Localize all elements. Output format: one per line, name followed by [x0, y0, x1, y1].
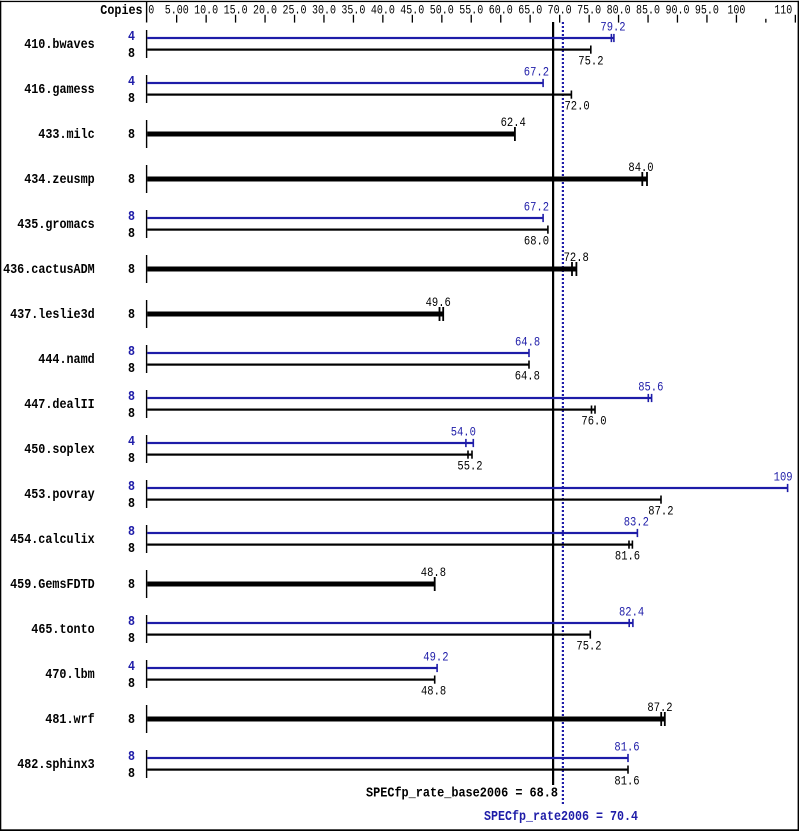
svg-text:20.0: 20.0 — [253, 2, 277, 17]
svg-text:8: 8 — [128, 615, 135, 630]
svg-text:81.6: 81.6 — [614, 773, 639, 788]
svg-text:72.0: 72.0 — [565, 98, 590, 113]
svg-text:87.2: 87.2 — [647, 700, 672, 715]
svg-text:8: 8 — [128, 345, 135, 360]
svg-text:83.2: 83.2 — [624, 515, 649, 530]
svg-text:75.2: 75.2 — [576, 638, 601, 653]
svg-text:85.0: 85.0 — [636, 2, 660, 17]
svg-text:8: 8 — [128, 713, 135, 728]
svg-text:470.lbm: 470.lbm — [45, 668, 94, 683]
svg-text:435.gromacs: 435.gromacs — [17, 218, 95, 233]
svg-text:8: 8 — [128, 92, 135, 107]
svg-text:81.6: 81.6 — [614, 740, 639, 755]
svg-text:416.gamess: 416.gamess — [24, 83, 95, 98]
svg-text:4: 4 — [128, 660, 135, 675]
svg-text:35.0: 35.0 — [341, 2, 365, 17]
svg-text:15.0: 15.0 — [224, 2, 248, 17]
svg-text:4: 4 — [128, 30, 135, 45]
svg-text:67.2: 67.2 — [524, 65, 549, 80]
svg-text:436.cactusADM: 436.cactusADM — [3, 263, 95, 278]
svg-text:109: 109 — [774, 470, 793, 485]
svg-text:100: 100 — [727, 2, 745, 17]
svg-text:48.8: 48.8 — [421, 683, 446, 698]
svg-text:450.soplex: 450.soplex — [24, 443, 95, 458]
svg-text:62.4: 62.4 — [501, 115, 526, 130]
svg-text:459.GemsFDTD: 459.GemsFDTD — [10, 578, 95, 593]
svg-text:64.8: 64.8 — [515, 335, 540, 350]
svg-text:8: 8 — [128, 452, 135, 467]
svg-text:65.0: 65.0 — [518, 2, 542, 17]
svg-text:81.6: 81.6 — [615, 548, 640, 563]
svg-text:8: 8 — [128, 542, 135, 557]
svg-text:95.0: 95.0 — [695, 2, 719, 17]
svg-text:75.2: 75.2 — [578, 53, 603, 68]
svg-text:110: 110 — [774, 2, 792, 17]
svg-text:8: 8 — [128, 390, 135, 405]
svg-text:481.wrf: 481.wrf — [45, 713, 94, 728]
svg-text:0: 0 — [148, 2, 154, 17]
svg-text:Copies: Copies — [100, 4, 142, 19]
svg-text:80.0: 80.0 — [607, 2, 631, 17]
svg-text:72.8: 72.8 — [564, 250, 589, 265]
svg-text:8: 8 — [128, 263, 135, 278]
svg-text:85.6: 85.6 — [638, 380, 663, 395]
svg-text:8: 8 — [128, 173, 135, 188]
svg-text:5.00: 5.00 — [165, 2, 189, 17]
svg-text:55.2: 55.2 — [457, 458, 482, 473]
svg-text:465.tonto: 465.tonto — [31, 623, 94, 638]
svg-text:8: 8 — [128, 767, 135, 782]
svg-text:79.2: 79.2 — [600, 20, 625, 35]
svg-text:8: 8 — [128, 210, 135, 225]
svg-text:8: 8 — [128, 362, 135, 377]
svg-text:76.0: 76.0 — [581, 413, 606, 428]
svg-text:45.0: 45.0 — [400, 2, 424, 17]
svg-text:8: 8 — [128, 497, 135, 512]
svg-text:70.0: 70.0 — [548, 2, 572, 17]
svg-text:50.0: 50.0 — [430, 2, 454, 17]
svg-text:40.0: 40.0 — [371, 2, 395, 17]
svg-text:8: 8 — [128, 480, 135, 495]
svg-text:453.povray: 453.povray — [24, 488, 95, 503]
svg-text:8: 8 — [128, 308, 135, 323]
svg-text:55.0: 55.0 — [459, 2, 483, 17]
svg-text:67.2: 67.2 — [524, 200, 549, 215]
svg-text:SPECfp_rate2006 = 70.4: SPECfp_rate2006 = 70.4 — [484, 810, 638, 825]
svg-text:SPECfp_rate_base2006 = 68.8: SPECfp_rate_base2006 = 68.8 — [366, 787, 558, 802]
svg-text:4: 4 — [128, 435, 135, 450]
svg-text:8: 8 — [128, 47, 135, 62]
svg-text:30.0: 30.0 — [312, 2, 336, 17]
svg-text:10.0: 10.0 — [194, 2, 218, 17]
svg-text:437.leslie3d: 437.leslie3d — [10, 308, 95, 323]
svg-text:87.2: 87.2 — [648, 503, 673, 518]
svg-text:8: 8 — [128, 227, 135, 242]
svg-text:8: 8 — [128, 525, 135, 540]
svg-text:84.0: 84.0 — [628, 160, 653, 175]
svg-text:8: 8 — [128, 407, 135, 422]
svg-text:434.zeusmp: 434.zeusmp — [24, 173, 95, 188]
svg-text:454.calculix: 454.calculix — [10, 533, 95, 548]
svg-text:49.6: 49.6 — [426, 295, 451, 310]
svg-text:68.0: 68.0 — [524, 233, 549, 248]
svg-text:4: 4 — [128, 75, 135, 90]
svg-text:75.0: 75.0 — [577, 2, 601, 17]
svg-text:444.namd: 444.namd — [38, 353, 94, 368]
svg-text:8: 8 — [128, 128, 135, 143]
svg-text:8: 8 — [128, 677, 135, 692]
svg-text:433.milc: 433.milc — [38, 128, 94, 143]
svg-text:54.0: 54.0 — [451, 425, 476, 440]
svg-text:48.8: 48.8 — [421, 565, 446, 580]
svg-text:25.0: 25.0 — [283, 2, 307, 17]
svg-text:8: 8 — [128, 750, 135, 765]
svg-text:60.0: 60.0 — [489, 2, 513, 17]
svg-text:64.8: 64.8 — [515, 368, 540, 383]
svg-text:49.2: 49.2 — [423, 650, 448, 665]
svg-text:447.dealII: 447.dealII — [24, 398, 95, 413]
svg-text:82.4: 82.4 — [619, 605, 644, 620]
svg-text:8: 8 — [128, 632, 135, 647]
svg-text:8: 8 — [128, 578, 135, 593]
svg-text:482.sphinx3: 482.sphinx3 — [17, 758, 95, 773]
svg-text:410.bwaves: 410.bwaves — [24, 38, 95, 53]
svg-text:90.0: 90.0 — [666, 2, 690, 17]
